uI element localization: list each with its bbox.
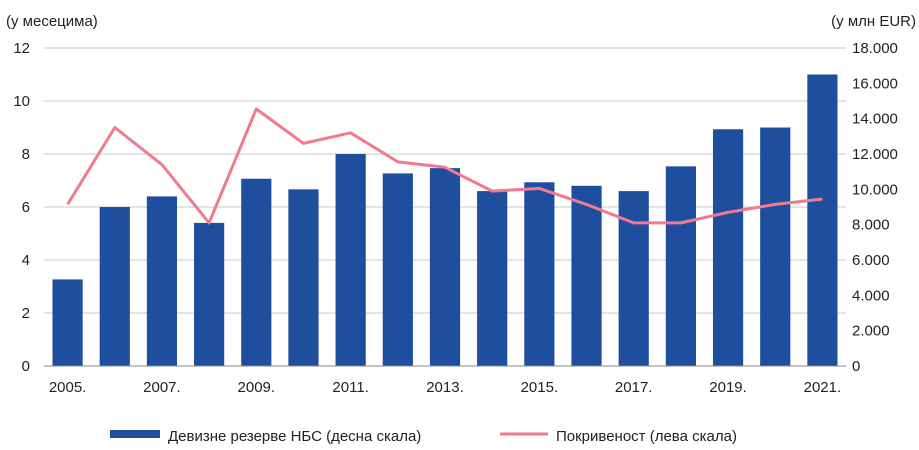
right-tick-label: 8.000 <box>852 217 890 234</box>
right-tick-label: 12.000 <box>852 146 898 163</box>
right-tick-label: 10.000 <box>852 181 898 198</box>
right-tick-label: 18.000 <box>852 40 898 57</box>
bar <box>99 207 130 366</box>
right-axis-unit: (у млн EUR) <box>831 13 916 30</box>
x-tick-label: 2019. <box>709 379 747 396</box>
x-axis: 2005. 2007. 2009. 2011. 2013. 2015. 2017. 2019.… <box>44 365 846 396</box>
legend: Девизне резерве НБС (десна скала) Покрив… <box>110 428 737 445</box>
left-axis-unit: (у месецима) <box>6 13 98 30</box>
x-tick-label: 2007. <box>143 379 181 396</box>
left-axis: 0 2 4 6 8 10 12 <box>13 40 30 375</box>
bar <box>429 168 461 366</box>
left-tick-label: 6 <box>22 199 30 216</box>
bar <box>760 127 791 366</box>
x-tick-label: 2013. <box>426 379 464 396</box>
bar <box>241 178 272 366</box>
right-tick-label: 14.000 <box>852 111 898 128</box>
right-tick-label: 4.000 <box>852 287 890 304</box>
bar <box>52 279 83 366</box>
x-tick-label: 2015. <box>521 379 559 396</box>
bar <box>712 129 744 366</box>
right-tick-label: 0 <box>852 358 860 375</box>
right-axis: 0 2.000 4.000 6.000 8.000 10.000 12.000 14.000 1… <box>852 40 898 375</box>
bar <box>571 185 602 366</box>
bar <box>382 173 413 366</box>
bar <box>477 191 508 366</box>
left-tick-label: 10 <box>13 93 30 110</box>
x-tick-label: 2005. <box>49 379 87 396</box>
right-tick-label: 6.000 <box>852 252 890 269</box>
bar <box>807 74 838 366</box>
x-tick-label: 2021. <box>804 379 842 396</box>
legend-bar-label: Девизне резерве НБС (десна скала) <box>168 428 421 445</box>
left-tick-label: 4 <box>22 252 30 269</box>
right-tick-label: 2.000 <box>852 323 890 340</box>
left-tick-label: 0 <box>22 358 30 375</box>
bar <box>288 189 319 366</box>
bar <box>335 154 366 366</box>
left-tick-label: 2 <box>22 305 30 322</box>
legend-bar-swatch <box>110 430 160 438</box>
x-tick-label: 2011. <box>332 379 368 396</box>
bar-series <box>52 74 838 366</box>
bar <box>146 196 178 366</box>
bar <box>194 222 225 366</box>
bar <box>524 182 555 366</box>
line-series <box>66 107 823 225</box>
left-tick-label: 12 <box>13 40 30 57</box>
coverage-line <box>66 107 823 225</box>
left-tick-label: 8 <box>22 146 30 163</box>
right-tick-label: 16.000 <box>852 75 898 92</box>
x-tick-label: 2009. <box>238 379 276 396</box>
legend-line-label: Покривеност (лева скала) <box>556 428 737 445</box>
x-tick-label: 2017. <box>615 379 653 396</box>
bar <box>665 166 696 366</box>
